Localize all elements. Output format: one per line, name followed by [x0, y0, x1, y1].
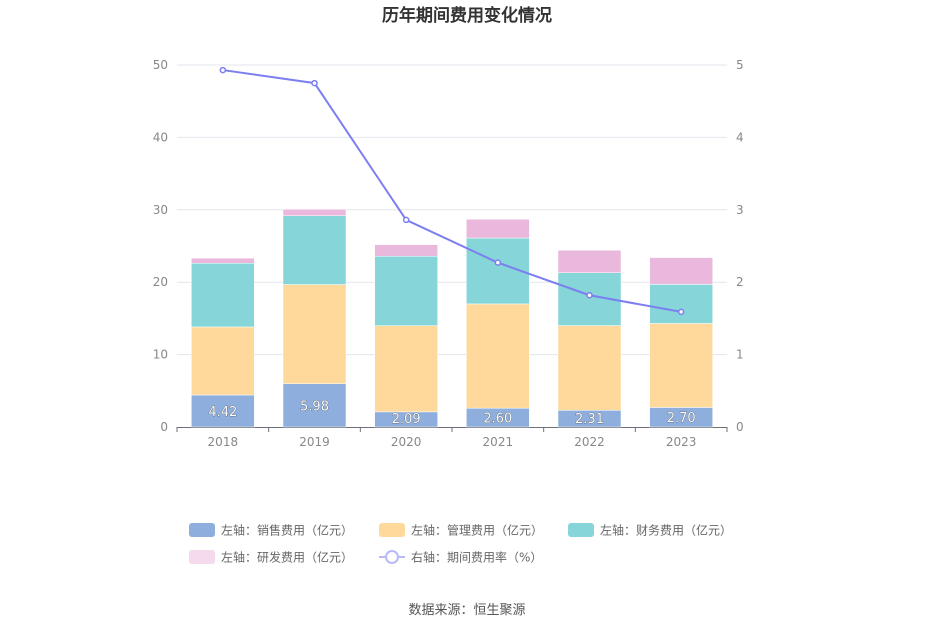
x-tick-label: 2022	[574, 435, 605, 449]
bar-series4-2021	[466, 218, 530, 239]
legend-label: 左轴：财务费用（亿元）	[600, 523, 732, 538]
line-point	[219, 66, 227, 74]
left-tick-label: 30	[153, 203, 168, 217]
line-point	[311, 79, 318, 87]
left-tick-label: 10	[153, 348, 168, 362]
left-tick-label: 40	[153, 130, 168, 144]
bar-series4-2022	[557, 250, 622, 273]
data-source: 数据来源：恒生聚源	[408, 603, 525, 618]
bars: 4.42 5.98 2.09 2.60 2.31 2.70	[191, 208, 713, 428]
bar-series3-2020	[374, 255, 438, 326]
x-tick-label: 2018	[208, 435, 239, 449]
right-tick-label: 1	[736, 348, 744, 362]
right-tick-label: 2	[736, 275, 744, 289]
left-tick-label: 20	[153, 275, 168, 289]
bar-series4-2023	[649, 257, 713, 285]
bar-series2-2019	[282, 284, 347, 384]
line-point	[677, 308, 685, 316]
bar-series1-2019	[282, 383, 347, 428]
bar-series3-2019	[282, 215, 347, 285]
line-series	[219, 66, 685, 316]
bar-series4-2018	[191, 257, 255, 264]
right-tick-label: 5	[736, 58, 744, 72]
x-tick-label: 2023	[666, 435, 697, 449]
legend-swatch	[568, 523, 594, 537]
bar-value-label: 4.42	[208, 405, 237, 420]
left-axis: 0 10 20 30 40 50	[153, 58, 168, 434]
line-point	[586, 291, 593, 299]
bar-series2-2018	[191, 326, 255, 396]
legend-label: 左轴：销售费用（亿元）	[221, 523, 353, 538]
legend-line-marker	[385, 550, 399, 564]
left-tick-label: 0	[160, 420, 168, 434]
bar-value-label: 2.60	[483, 412, 512, 427]
line-path	[222, 69, 682, 313]
bar-series4-2020	[374, 244, 438, 257]
x-axis: 2018 2019 2020 2021 2022 2023	[176, 427, 728, 449]
line-point	[494, 259, 502, 266]
bar-value-label: 2.70	[667, 411, 696, 426]
bar-series3-2018	[191, 262, 255, 328]
bar-series2-2023	[649, 323, 713, 408]
right-axis: 0 1 2 3 4 5	[736, 58, 744, 434]
bar-value-label: 5.98	[300, 399, 329, 414]
legend-label: 左轴：管理费用（亿元）	[411, 523, 543, 538]
right-tick-label: 3	[736, 203, 744, 217]
right-tick-label: 4	[736, 130, 744, 144]
legend-label: 左轴：研发费用（亿元）	[221, 550, 353, 565]
x-tick-label: 2020	[391, 435, 422, 449]
legend-swatch	[189, 523, 215, 537]
bar-value-label: 2.31	[575, 412, 604, 427]
bar-series1-2018	[191, 394, 255, 428]
bar-series2-2022	[557, 325, 622, 411]
legend-swatch	[189, 550, 215, 564]
bar-series3-2023	[649, 284, 713, 324]
x-tick-label: 2019	[299, 435, 330, 449]
line-point	[402, 216, 410, 224]
bar-value-label: 2.09	[392, 412, 421, 427]
left-tick-label: 50	[153, 58, 168, 72]
legend-swatch	[379, 523, 405, 537]
chart-title: 历年期间费用变化情况	[382, 5, 552, 26]
bar-series2-2020	[374, 325, 438, 413]
legend: 左轴：销售费用（亿元） 左轴：管理费用（亿元） 左轴：财务费用（亿元） 左轴：研发费用…	[189, 523, 732, 565]
bar-series2-2021	[466, 303, 530, 409]
bar-series4-2019	[282, 208, 347, 216]
right-tick-label: 0	[736, 420, 744, 434]
x-tick-label: 2021	[483, 435, 514, 449]
grid	[177, 64, 727, 356]
legend-label: 右轴：期间费用率（%）	[411, 550, 542, 565]
